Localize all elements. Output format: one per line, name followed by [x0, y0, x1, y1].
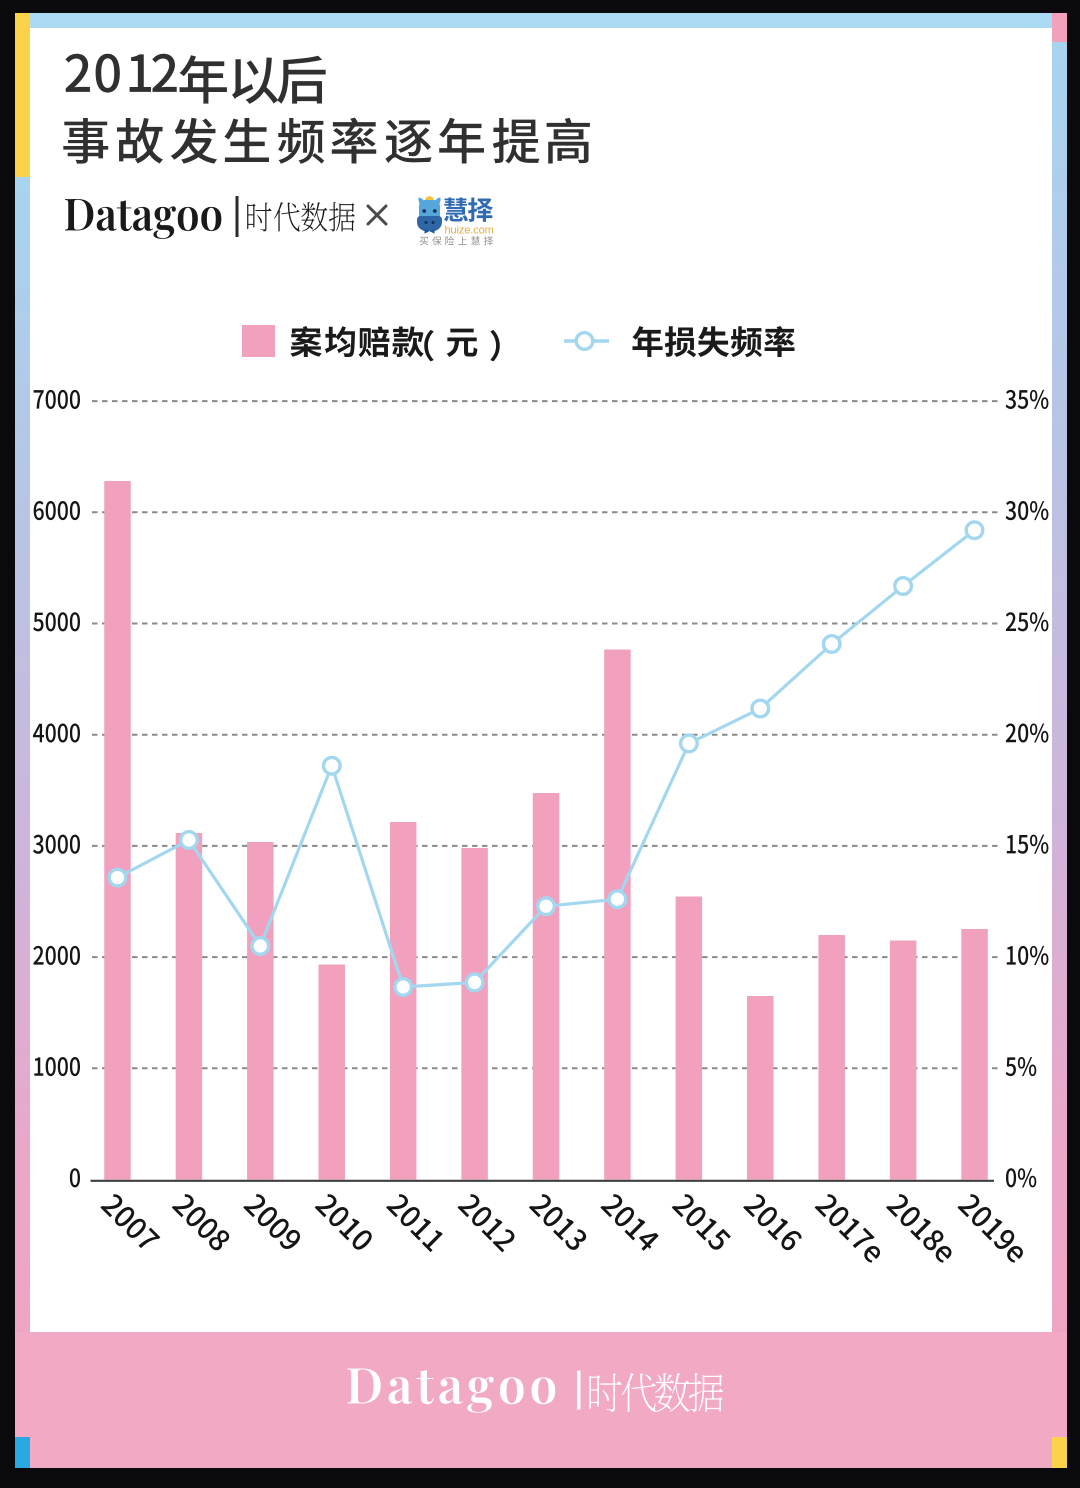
svg-text:huize.com: huize.com: [445, 225, 494, 237]
